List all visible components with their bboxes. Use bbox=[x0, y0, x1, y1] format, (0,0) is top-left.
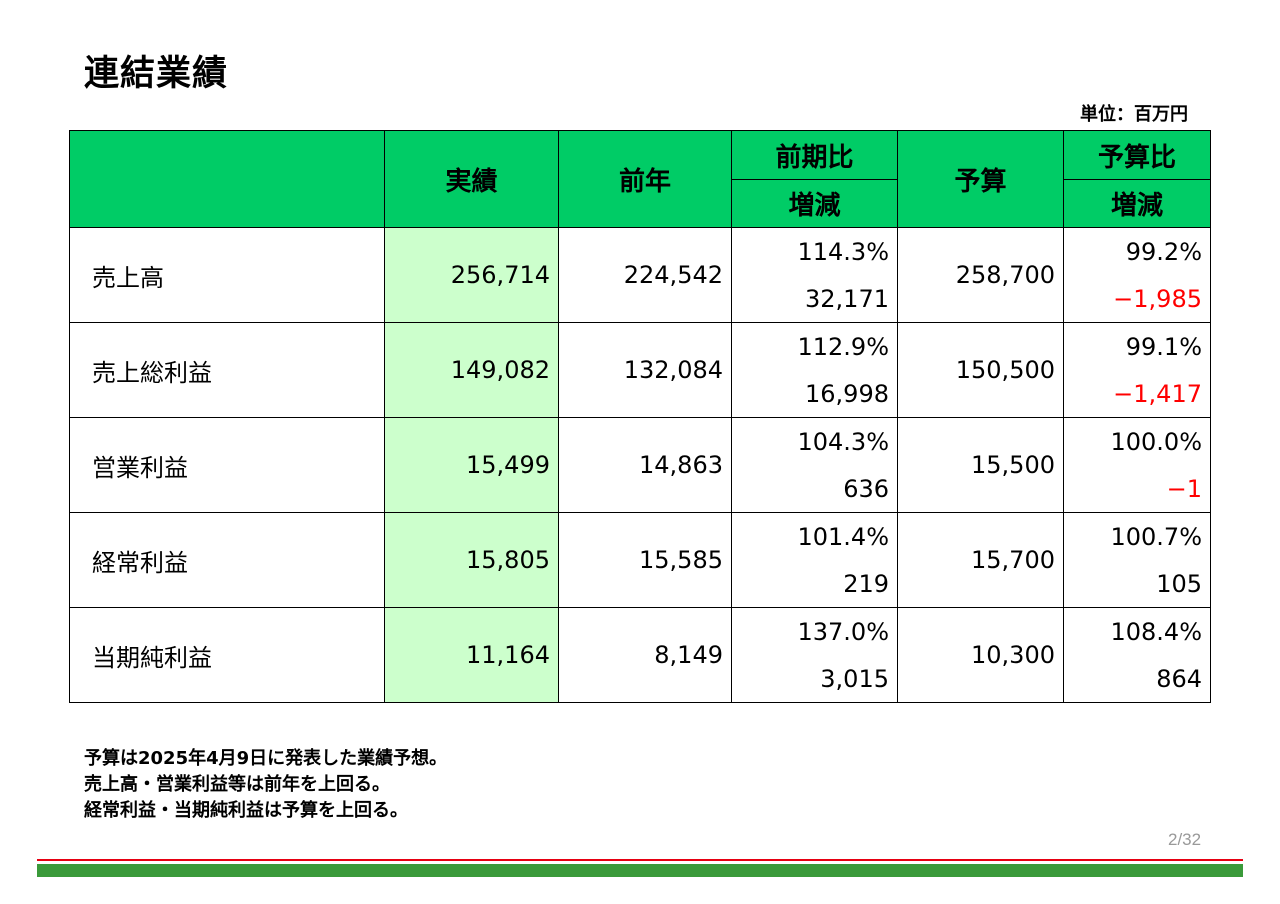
prev-year-value: 14,863 bbox=[558, 417, 732, 513]
footer-green-bar bbox=[37, 864, 1243, 877]
row-label: 営業利益 bbox=[69, 417, 385, 513]
budget-diff: 864 bbox=[1063, 655, 1211, 703]
actual-value: 11,164 bbox=[384, 607, 559, 703]
budget-percent: 99.1% bbox=[1063, 322, 1211, 370]
header-actual: 実績 bbox=[384, 130, 559, 228]
prev-year-value: 15,585 bbox=[558, 512, 732, 608]
prev-year-value: 8,149 bbox=[558, 607, 732, 703]
note-line: 売上高・営業利益等は前年を上回る。 bbox=[84, 774, 390, 795]
budget-diff: −1,985 bbox=[1063, 275, 1211, 323]
yoy-percent: 101.4% bbox=[731, 512, 898, 560]
table-row-sub: 16,998 −1,417 bbox=[70, 370, 1211, 418]
page-number: 2/32 bbox=[1168, 830, 1202, 849]
actual-value: 256,714 bbox=[384, 227, 559, 323]
yoy-percent: 137.0% bbox=[731, 607, 898, 655]
budget-percent: 99.2% bbox=[1063, 227, 1211, 275]
note-line: 経常利益・当期純利益は予算を上回る。 bbox=[84, 800, 408, 821]
yoy-diff: 32,171 bbox=[731, 275, 898, 323]
unit-label: 単位：百万円 bbox=[1080, 104, 1188, 125]
actual-value: 15,499 bbox=[384, 417, 559, 513]
header-yoy: 前期比 bbox=[731, 130, 898, 180]
budget-diff: −1 bbox=[1063, 465, 1211, 513]
actual-value: 149,082 bbox=[384, 322, 559, 418]
header-yoy-diff: 増減 bbox=[731, 179, 898, 228]
table-row: 売上高 256,714 224,542 114.3% 258,700 99.2% bbox=[69, 227, 1211, 323]
row-label: 売上高 bbox=[69, 227, 385, 323]
prev-year-value: 132,084 bbox=[558, 322, 732, 418]
yoy-diff: 16,998 bbox=[731, 370, 898, 418]
budget-diff: −1,417 bbox=[1063, 370, 1211, 418]
budget-percent: 100.0% bbox=[1063, 417, 1211, 465]
budget-value: 258,700 bbox=[897, 227, 1064, 323]
header-blank bbox=[69, 130, 385, 228]
header-vs-budget: 予算比 bbox=[1063, 130, 1211, 180]
budget-value: 15,700 bbox=[897, 512, 1064, 608]
prev-year-value: 224,542 bbox=[558, 227, 732, 323]
budget-percent: 108.4% bbox=[1063, 607, 1211, 655]
table-row: 経常利益 15,805 15,585 101.4% 15,700 100.7% bbox=[69, 512, 1211, 608]
budget-percent: 100.7% bbox=[1063, 512, 1211, 560]
budget-value: 10,300 bbox=[897, 607, 1064, 703]
header-budget: 予算 bbox=[897, 130, 1064, 228]
table-row: 営業利益 15,499 14,863 104.3% 15,500 100.0% bbox=[69, 417, 1211, 513]
table-row-sub: 636 −1 bbox=[70, 465, 1211, 513]
row-label: 経常利益 bbox=[69, 512, 385, 608]
budget-value: 150,500 bbox=[897, 322, 1064, 418]
actual-value: 15,805 bbox=[384, 512, 559, 608]
header-prev-year: 前年 bbox=[558, 130, 732, 228]
yoy-percent: 114.3% bbox=[731, 227, 898, 275]
row-label: 売上総利益 bbox=[69, 322, 385, 418]
budget-value: 15,500 bbox=[897, 417, 1064, 513]
yoy-diff: 636 bbox=[731, 465, 898, 513]
yoy-percent: 112.9% bbox=[731, 322, 898, 370]
header-vs-budget-diff: 増減 bbox=[1063, 179, 1211, 228]
table-row: 当期純利益 11,164 8,149 137.0% 10,300 108.4% bbox=[69, 607, 1211, 703]
budget-diff: 105 bbox=[1063, 560, 1211, 608]
note-line: 予算は2025年4月9日に発表した業績予想。 bbox=[84, 748, 448, 769]
notes: 予算は2025年4月9日に発表した業績予想。 売上高・営業利益等は前年を上回る。… bbox=[84, 746, 447, 824]
table-row-sub: 219 105 bbox=[70, 560, 1211, 608]
footer-red-line bbox=[37, 859, 1243, 861]
yoy-diff: 219 bbox=[731, 560, 898, 608]
table-row-sub: 3,015 864 bbox=[70, 655, 1211, 703]
slide-title: 連結業績 bbox=[84, 54, 229, 94]
row-label: 当期純利益 bbox=[69, 607, 385, 703]
table-row-sub: 32,171 −1,985 bbox=[70, 275, 1211, 323]
yoy-percent: 104.3% bbox=[731, 417, 898, 465]
yoy-diff: 3,015 bbox=[731, 655, 898, 703]
consolidated-results-table: 実績 前年 前期比 予算 予算比 増減 増減 売上高 256,714 224,5… bbox=[69, 130, 1211, 703]
table-row: 売上総利益 149,082 132,084 112.9% 150,500 99.… bbox=[69, 322, 1211, 418]
